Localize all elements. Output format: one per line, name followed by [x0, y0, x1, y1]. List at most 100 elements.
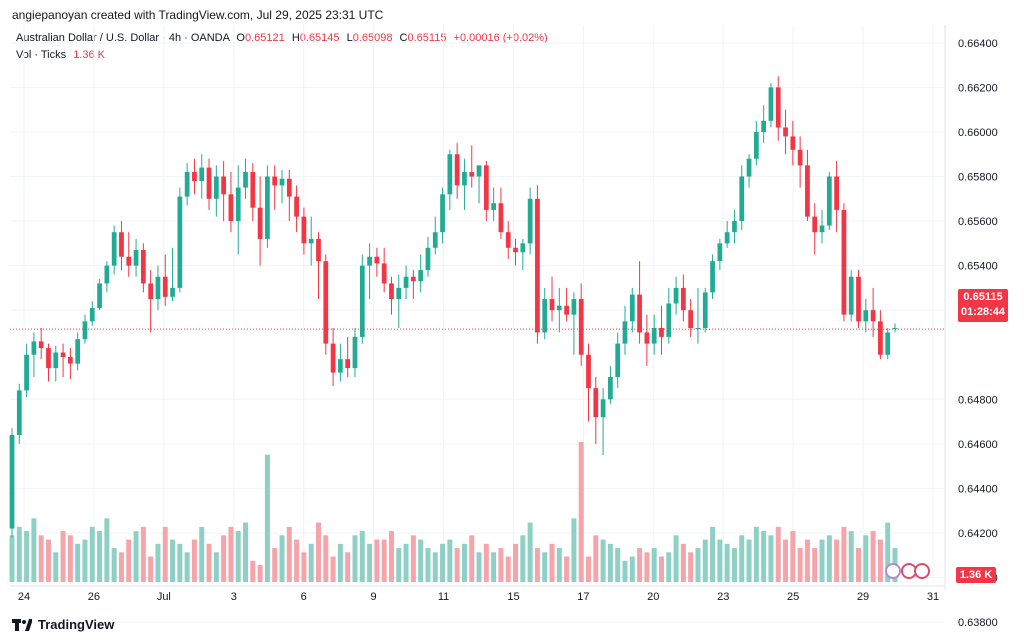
candle-body [46, 348, 51, 369]
volume-bar [797, 548, 803, 582]
volume-bar [556, 548, 562, 582]
event-marker-icon [901, 563, 917, 579]
candle-body [666, 303, 672, 337]
candle-body [688, 310, 694, 329]
candle-body [170, 287, 175, 297]
volume-bar [148, 556, 154, 582]
volume-value: 1.36 K [73, 49, 105, 61]
candle-body [257, 207, 263, 239]
open-value: 0.65121 [244, 32, 285, 44]
candle-body [878, 321, 883, 355]
close-value: 0.65115 [407, 32, 447, 44]
volume-bar [571, 518, 577, 582]
candle-body [38, 341, 44, 349]
volume-bar [702, 539, 708, 582]
x-tick-label: 6 [301, 591, 307, 603]
volume-bar [250, 560, 256, 582]
y-tick-label: 0.64600 [958, 439, 998, 451]
volume-bar [768, 535, 774, 582]
candle-body [841, 209, 847, 315]
candle-body [834, 176, 839, 210]
volume-bar [622, 560, 628, 582]
current-price-label: 0.65115 [963, 291, 1003, 303]
volume-bar [644, 552, 650, 582]
candle-body [286, 178, 292, 197]
volume-bar [301, 552, 307, 582]
candle-body [177, 196, 183, 288]
candle-body [783, 127, 788, 137]
volume-bar [367, 543, 373, 582]
volume-bar [97, 531, 103, 582]
volume-bar [133, 531, 139, 582]
volume-bar [432, 552, 438, 582]
volume-bar [191, 539, 197, 582]
y-tick-label: 0.64200 [958, 528, 998, 540]
candle-body [24, 354, 29, 391]
candle-body [265, 176, 270, 239]
volume-bar [520, 535, 526, 582]
candle-body [637, 294, 642, 333]
volume-bar [761, 531, 767, 582]
volume-bar [885, 522, 891, 582]
candle-body [746, 158, 752, 177]
volume-bar [140, 526, 146, 582]
volume-bar [425, 548, 431, 582]
volume-bar [513, 543, 519, 582]
volume-bar [75, 543, 81, 582]
tradingview-brand[interactable]: TradingView [12, 617, 114, 632]
volume-bar [461, 543, 467, 582]
candle-body [301, 216, 307, 244]
candle-body [126, 256, 132, 266]
candle-body [425, 247, 431, 271]
volume-bar [126, 539, 132, 582]
candle-body [82, 321, 88, 340]
volume-bar [600, 539, 606, 582]
volume-bar [578, 442, 584, 582]
x-tick-label: 15 [507, 591, 519, 603]
close-label: C [399, 32, 408, 44]
candle-body [761, 120, 767, 132]
volume-bar [724, 543, 730, 582]
brand-name: TradingView [38, 617, 115, 632]
volume-bar [418, 539, 424, 582]
volume-bar [45, 539, 51, 582]
volume-bar [454, 548, 460, 582]
volume-bar [527, 522, 533, 582]
volume-title[interactable]: Vol · Ticks [16, 49, 67, 61]
volume-bar [60, 531, 66, 582]
candle-body [279, 178, 285, 186]
volume-bar [658, 556, 664, 582]
price-tag: 0.65115 01:28:44 [958, 289, 1008, 322]
symbol-legend: Australian Dollar / U.S. Dollar · 4h · O… [16, 32, 548, 44]
volume-bar [352, 535, 358, 582]
symbol-title[interactable]: Australian Dollar / U.S. Dollar · 4h · O… [16, 32, 230, 44]
candle-body [53, 352, 59, 369]
candle-body [826, 176, 832, 226]
volume-bar [476, 552, 482, 582]
candle-body [374, 256, 380, 264]
candle-body [702, 292, 708, 329]
volume-bar [286, 526, 292, 582]
volume-bar [717, 539, 723, 582]
candle-body [68, 356, 73, 364]
candle-body [469, 172, 475, 177]
volume-bar [637, 548, 643, 582]
candle-body [753, 131, 759, 159]
candle-body [9, 434, 15, 529]
y-tick-label: 0.65400 [958, 261, 998, 273]
candle-body [848, 276, 854, 315]
y-tick-label: 0.66000 [958, 127, 998, 139]
candle-body [447, 154, 453, 195]
volume-legend: Vol · Ticks 1.36 K [16, 49, 105, 61]
candle-body [717, 243, 723, 262]
candle-body [454, 154, 460, 186]
volume-bar [9, 535, 15, 582]
open-label: O [236, 32, 245, 44]
volume-bar [82, 539, 88, 582]
candle-body [797, 149, 803, 166]
candle-body [863, 310, 869, 322]
volume-bar [111, 548, 117, 582]
x-tick-label: 23 [717, 591, 729, 603]
volume-bar [790, 531, 796, 582]
